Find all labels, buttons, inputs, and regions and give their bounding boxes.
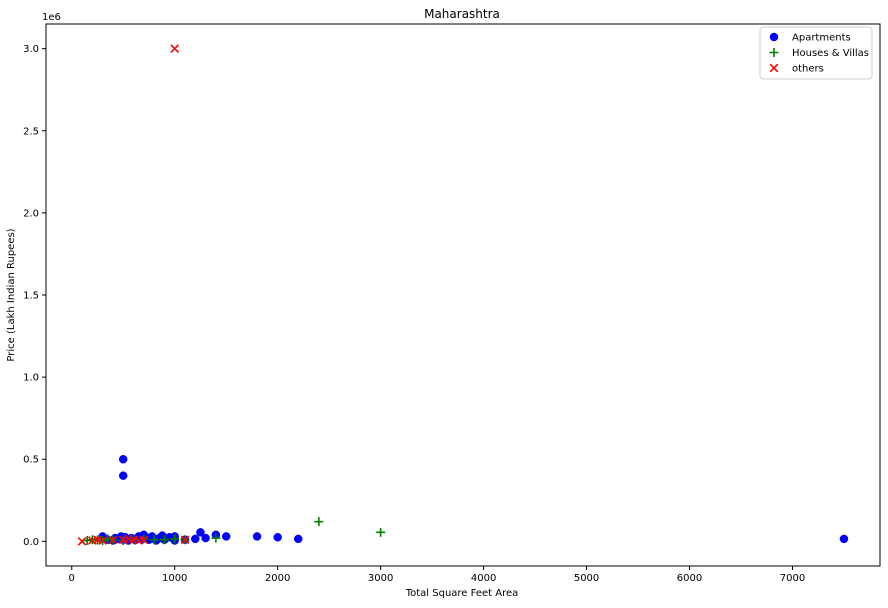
y-tick-label: 2.5 (23, 126, 39, 137)
data-point (191, 534, 200, 544)
legend-label: others (792, 64, 824, 75)
data-point (118, 454, 128, 464)
plot-frame (45, 23, 881, 567)
y-tick-label: 0.5 (23, 455, 39, 466)
data-point (196, 528, 205, 537)
data-point (170, 44, 180, 54)
data-point (201, 533, 210, 543)
data-point (139, 535, 149, 545)
data-point (82, 536, 92, 546)
series-apartments (98, 454, 849, 545)
data-point (98, 536, 107, 545)
data-point (273, 533, 282, 542)
data-point (77, 536, 87, 546)
data-point (170, 534, 180, 544)
y-axis-offset-label: 1e6 (42, 12, 61, 23)
legend-label: Houses & Villas (792, 48, 869, 59)
y-tick-label: 1.0 (23, 373, 39, 384)
y-tick-label: 2.0 (23, 208, 39, 219)
chart-title: Maharashtra (424, 7, 500, 21)
data-point (294, 534, 303, 544)
data-point (159, 535, 169, 545)
plot-area (45, 23, 881, 567)
y-tick-label: 1.5 (23, 291, 39, 302)
x-tick-label: 1000 (162, 573, 187, 584)
legend-item: others (769, 63, 824, 75)
legend-marker (769, 32, 779, 42)
x-tick-label: 2000 (265, 573, 290, 584)
x-axis: 0 1000 2000 3000 4000 5000 6000 7000 (69, 566, 805, 584)
data-point (149, 535, 159, 545)
series-others (77, 44, 190, 546)
legend-label: Apartments (792, 33, 851, 44)
x-tick-label: 6000 (677, 573, 702, 584)
x-tick-label: 5000 (574, 573, 599, 584)
legend-frame (759, 26, 873, 80)
data-point (376, 527, 386, 537)
x-tick-label: 0 (69, 573, 75, 584)
legend-marker (769, 63, 779, 73)
x-tick-label: 7000 (780, 573, 805, 584)
legend: Apartments Houses & Villas others (759, 26, 873, 80)
data-point (314, 517, 324, 527)
legend-item: Houses & Villas (769, 48, 869, 59)
data-point (118, 471, 128, 480)
x-tick-label: 3000 (368, 573, 393, 584)
y-axis-title: Price (Lakh Indian Rupees) (6, 228, 17, 361)
x-axis-title: Total Square Feet Area (405, 588, 519, 599)
data-point (221, 532, 231, 541)
y-tick-label: 3.0 (23, 44, 39, 55)
y-tick-label: 0.0 (23, 537, 39, 548)
data-point (211, 533, 221, 543)
x-tick-label: 4000 (471, 573, 496, 584)
data-point (252, 532, 262, 541)
data-point (180, 535, 190, 545)
data-point (839, 534, 849, 544)
y-axis: 0.0 0.5 1.0 1.5 2.0 2.5 3.0 (23, 44, 46, 548)
legend-item: Apartments (769, 32, 851, 44)
data-point (108, 535, 118, 545)
legend-marker (769, 48, 779, 57)
